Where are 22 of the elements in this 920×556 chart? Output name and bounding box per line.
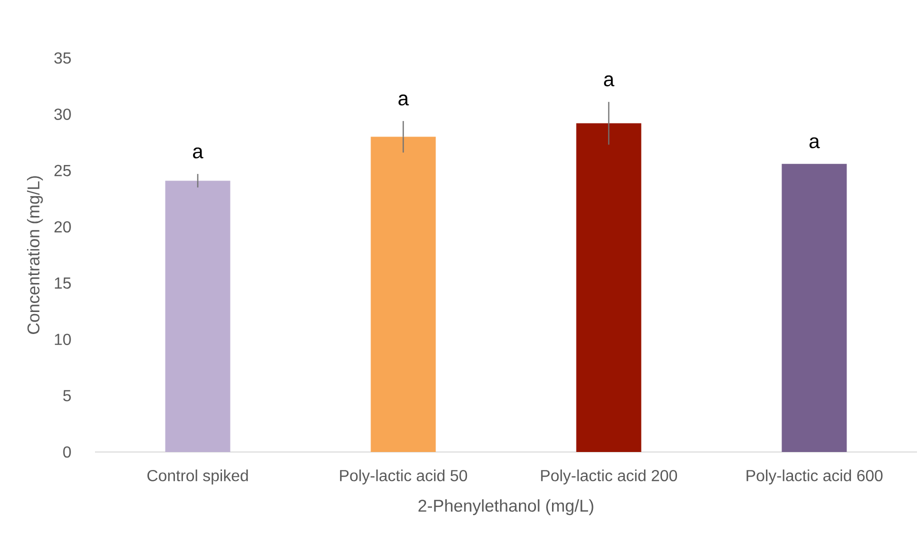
- annotation: a: [193, 147, 204, 158]
- x-tick-label: Control spiked: [147, 470, 248, 484]
- y-axis-title: Concentration (mg/L): [27, 176, 43, 334]
- x-axis-title: 2-Phenylethanol (mg/L): [418, 499, 594, 516]
- annotation: a: [604, 75, 614, 86]
- annotation: a: [810, 137, 820, 148]
- x-tick-label: Poly-lactic acid 600: [746, 470, 883, 484]
- bar: [370, 136, 436, 452]
- y-tick-label: 10: [54, 334, 71, 346]
- y-tick-label: 25: [54, 164, 71, 176]
- y-tick-label: 15: [54, 278, 71, 289]
- y-tick-label: 5: [63, 390, 71, 402]
- y-tick-label: 30: [54, 108, 71, 120]
- y-tick-label: 35: [54, 52, 71, 64]
- annotation: a: [398, 94, 409, 106]
- y-tick-label: 0: [63, 446, 71, 458]
- bar: [576, 123, 642, 452]
- x-tick-label: Poly-lactic acid 200: [541, 470, 678, 484]
- x-tick-label: Poly-lactic acid 50: [340, 470, 468, 484]
- bar: [165, 180, 230, 452]
- bar: [782, 164, 847, 452]
- y-tick-label: 20: [54, 221, 71, 233]
